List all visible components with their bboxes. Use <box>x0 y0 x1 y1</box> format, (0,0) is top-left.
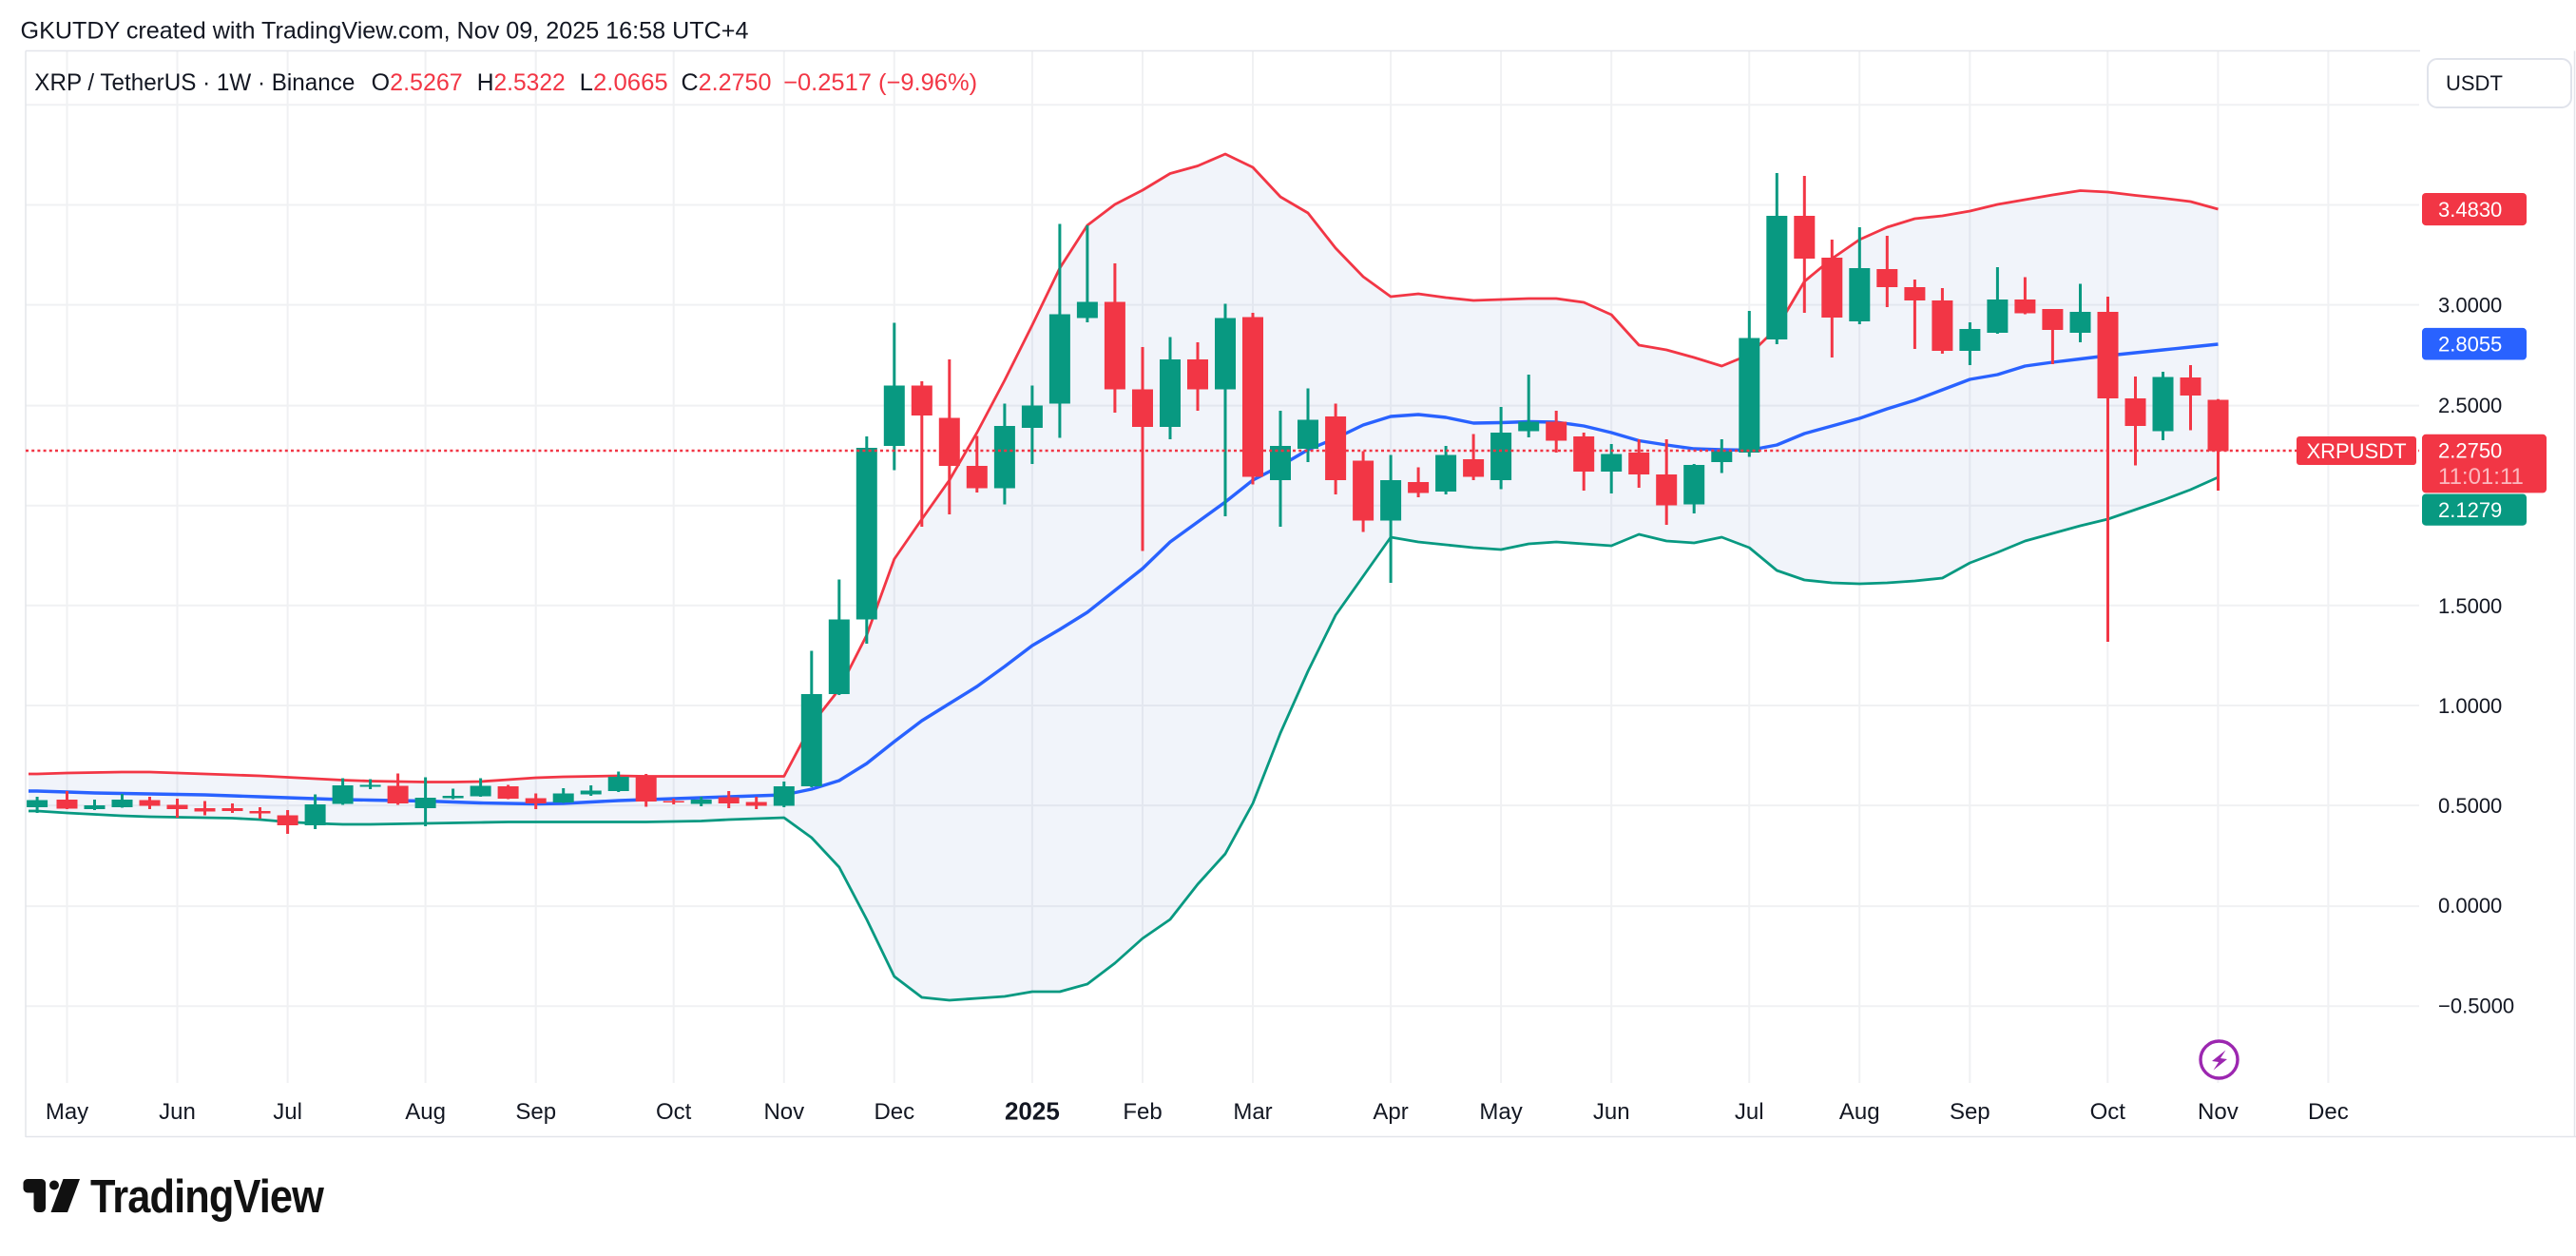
svg-text:2.2750: 2.2750 <box>2438 439 2502 463</box>
svg-text:2.8055: 2.8055 <box>2438 333 2502 357</box>
svg-text:H2.5322: H2.5322 <box>477 69 566 96</box>
svg-text:Nov: Nov <box>763 1099 804 1125</box>
svg-text:11:01:11: 11:01:11 <box>2438 464 2524 490</box>
svg-text:Aug: Aug <box>1839 1099 1880 1125</box>
svg-text:O2.5267: O2.5267 <box>372 69 463 96</box>
svg-text:Mar: Mar <box>1233 1099 1272 1125</box>
svg-text:0.0000: 0.0000 <box>2438 894 2502 918</box>
svg-text:Feb: Feb <box>1123 1099 1162 1125</box>
svg-text:0.5000: 0.5000 <box>2438 794 2502 818</box>
svg-text:May: May <box>1479 1099 1522 1125</box>
svg-text:Jul: Jul <box>273 1099 302 1125</box>
svg-text:TradingView: TradingView <box>90 1171 325 1223</box>
svg-text:Jun: Jun <box>159 1099 196 1125</box>
svg-text:Jul: Jul <box>1735 1099 1764 1125</box>
svg-text:Apr: Apr <box>1373 1099 1408 1125</box>
svg-text:2.5000: 2.5000 <box>2438 394 2502 417</box>
svg-text:GKUTDY created with TradingVie: GKUTDY created with TradingView.com, Nov… <box>21 18 749 45</box>
svg-text:Jun: Jun <box>1593 1099 1630 1125</box>
svg-text:1.5000: 1.5000 <box>2438 594 2502 618</box>
svg-text:Oct: Oct <box>656 1099 692 1125</box>
svg-text:2.1279: 2.1279 <box>2438 498 2502 522</box>
svg-text:XRP / TetherUS · 1W · Binance: XRP / TetherUS · 1W · Binance <box>34 69 355 96</box>
svg-text:May: May <box>46 1099 88 1125</box>
svg-text:Sep: Sep <box>515 1099 556 1125</box>
svg-text:1.0000: 1.0000 <box>2438 694 2502 718</box>
svg-text:3.0000: 3.0000 <box>2438 294 2502 318</box>
svg-text:Sep: Sep <box>1950 1099 1990 1125</box>
svg-text:2025: 2025 <box>1005 1097 1060 1126</box>
svg-text:Oct: Oct <box>2090 1099 2126 1125</box>
svg-text:USDT: USDT <box>2446 71 2503 95</box>
svg-text:Aug: Aug <box>405 1099 446 1125</box>
svg-text:Dec: Dec <box>874 1099 914 1125</box>
svg-text:−0.2517 (−9.96%): −0.2517 (−9.96%) <box>783 69 977 96</box>
svg-text:L2.0665: L2.0665 <box>580 69 668 96</box>
svg-text:3.4830: 3.4830 <box>2438 198 2502 222</box>
svg-text:C2.2750: C2.2750 <box>682 69 772 96</box>
svg-text:Dec: Dec <box>2308 1099 2349 1125</box>
svg-text:−0.5000: −0.5000 <box>2438 994 2514 1017</box>
svg-text:XRPUSDT: XRPUSDT <box>2306 439 2406 463</box>
svg-text:Nov: Nov <box>2198 1099 2239 1125</box>
